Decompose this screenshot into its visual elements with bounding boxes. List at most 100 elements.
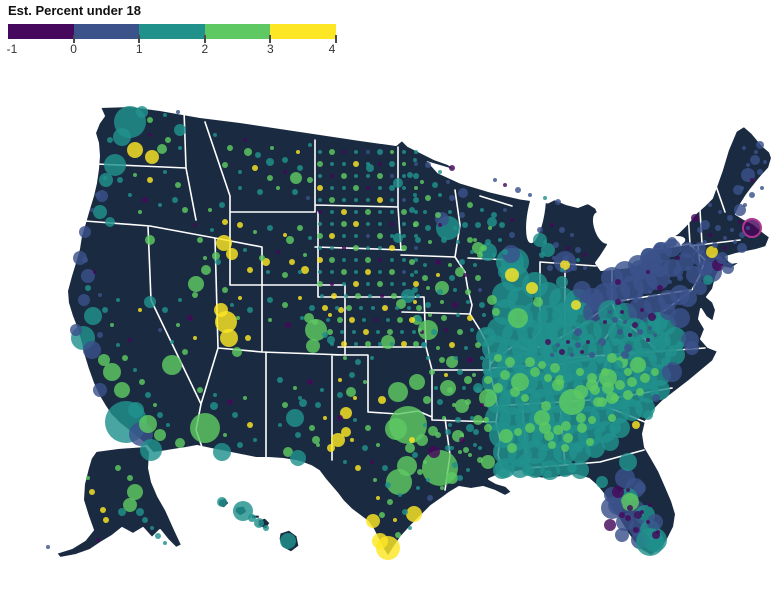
county-bubble — [503, 183, 507, 187]
county-bubble — [615, 380, 625, 390]
county-bubble — [492, 253, 496, 257]
county-bubble — [643, 318, 647, 322]
county-bubble — [366, 514, 380, 528]
county-bubble — [116, 298, 120, 302]
county-bubble — [290, 172, 302, 184]
county-bubble — [635, 272, 641, 278]
county-bubble — [303, 253, 307, 257]
county-bubble — [444, 328, 448, 332]
county-bubble — [479, 302, 485, 308]
county-bubble — [462, 222, 468, 228]
county-bubble — [505, 357, 515, 367]
county-bubble — [485, 239, 491, 245]
county-bubble — [373, 478, 377, 482]
county-bubble — [405, 443, 415, 453]
county-bubble — [317, 185, 323, 191]
county-bubble — [499, 222, 505, 228]
county-bubble — [178, 146, 182, 150]
county-bubble — [463, 447, 469, 453]
county-bubble — [402, 270, 406, 274]
county-bubble — [556, 343, 560, 347]
county-bubble — [526, 282, 538, 294]
county-bubble — [353, 245, 359, 251]
county-bubble — [128, 193, 132, 197]
county-bubble — [150, 526, 154, 530]
county-bubble — [429, 369, 435, 375]
county-bubble — [473, 443, 477, 447]
county-bubble — [374, 318, 378, 322]
county-bubble — [576, 413, 586, 423]
county-bubble — [237, 442, 243, 448]
county-bubble — [93, 383, 107, 397]
county-bubble — [640, 510, 644, 514]
county-bubble — [354, 234, 358, 238]
county-bubble — [223, 433, 227, 437]
county-bubble — [297, 225, 303, 231]
county-bubble — [427, 495, 433, 501]
county-bubble — [525, 357, 535, 367]
county-bubble — [330, 270, 334, 274]
county-bubble — [406, 506, 422, 522]
county-bubble — [414, 150, 418, 154]
county-bubble — [507, 443, 517, 453]
county-bubble — [309, 425, 315, 431]
county-bubble — [147, 117, 153, 123]
county-bubble — [559, 349, 565, 355]
county-bubble — [270, 146, 274, 150]
county-bubble — [438, 193, 442, 197]
county-bubble — [128, 402, 144, 418]
county-bubble — [255, 152, 261, 158]
county-bubble — [432, 182, 438, 188]
county-bubble — [390, 174, 394, 178]
county-bubble — [84, 307, 102, 325]
county-bubble — [312, 436, 320, 444]
county-bubble — [378, 270, 382, 274]
county-bubble — [340, 407, 352, 419]
county-bubbles-layer — [46, 106, 767, 560]
county-bubble — [366, 198, 370, 202]
county-bubble — [598, 338, 606, 346]
county-bubble — [390, 282, 394, 286]
county-bubble — [466, 424, 474, 432]
county-bubble — [623, 390, 633, 400]
county-bubble — [341, 427, 351, 437]
county-bubble — [757, 169, 763, 175]
county-bubble — [480, 356, 484, 360]
county-bubble — [521, 441, 529, 449]
county-bubble — [615, 299, 621, 305]
county-bubble — [407, 172, 413, 178]
legend-ticklabel-0: 0 — [70, 42, 77, 56]
county-bubble — [342, 246, 346, 250]
county-bubble — [366, 150, 370, 154]
county-bubble — [655, 265, 661, 271]
county-bubble — [587, 373, 597, 383]
county-bubble — [414, 210, 418, 214]
county-bubble — [653, 333, 657, 337]
county-bubble — [142, 197, 148, 203]
county-bubble — [412, 287, 418, 293]
county-bubble — [493, 178, 497, 182]
county-bubble — [484, 424, 492, 432]
county-bubble — [466, 300, 470, 304]
county-bubble — [453, 226, 457, 230]
county-bubble — [416, 434, 428, 446]
county-bubble — [559, 227, 565, 233]
county-bubble — [86, 476, 90, 480]
county-bubble — [390, 258, 394, 262]
county-bubble — [318, 210, 322, 214]
county-bubble — [317, 161, 323, 167]
county-bubble — [746, 163, 750, 167]
county-bubble — [138, 210, 142, 214]
county-bubble — [267, 297, 273, 303]
county-bubble — [604, 519, 616, 531]
county-bubble — [153, 403, 157, 407]
county-bubble — [494, 354, 502, 362]
county-bubble — [232, 347, 242, 357]
county-bubble — [123, 498, 137, 512]
county-bubble — [395, 532, 401, 538]
county-bubble — [346, 387, 356, 397]
county-bubble — [214, 303, 228, 317]
county-bubble — [296, 150, 300, 154]
county-bubble — [556, 459, 574, 477]
county-bubble — [148, 133, 152, 137]
